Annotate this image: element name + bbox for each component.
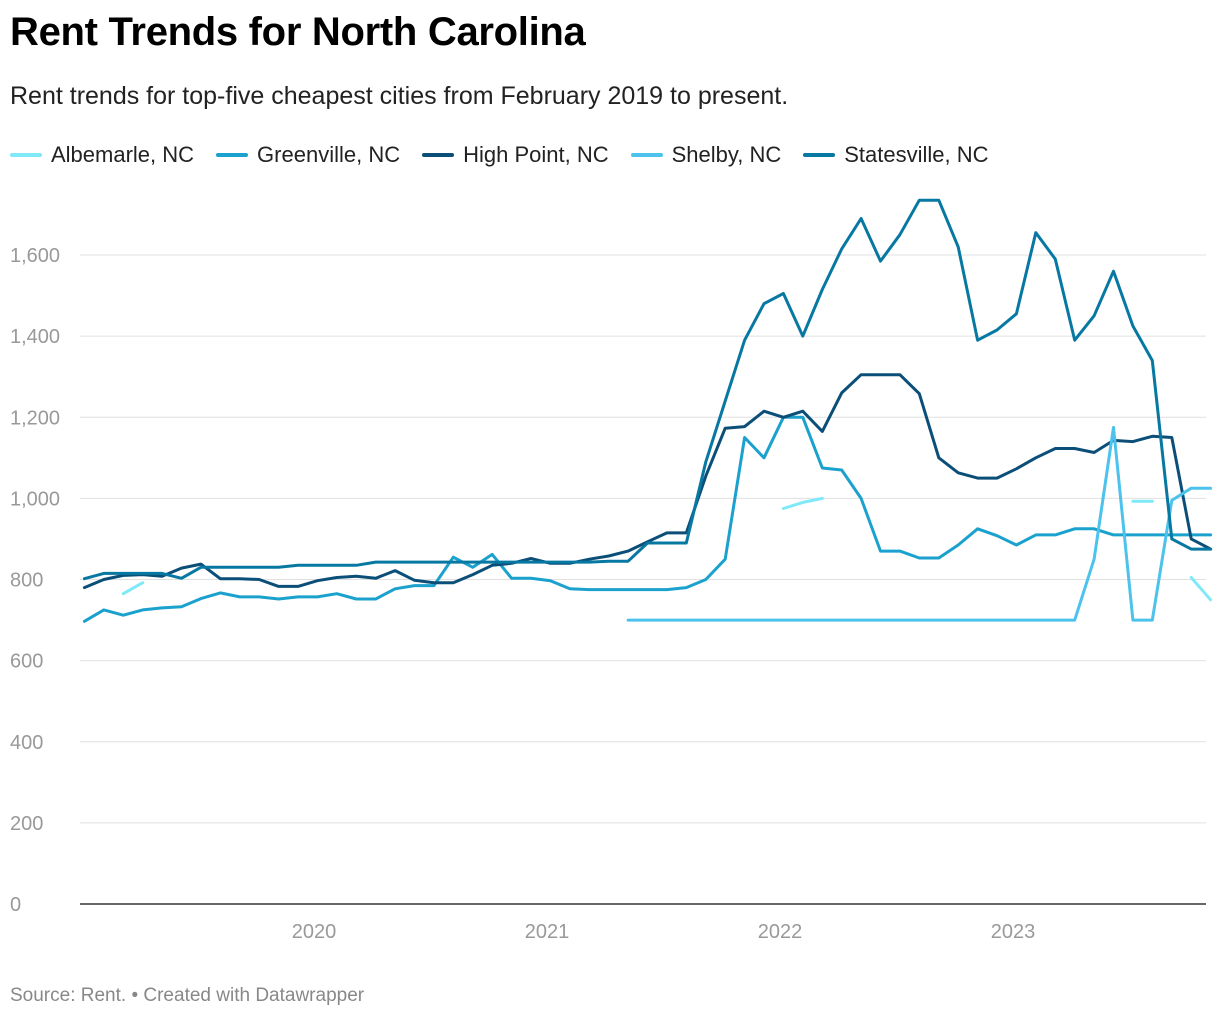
- y-tick-label: 200: [10, 813, 43, 835]
- legend-item-greenville-nc: Greenville, NC: [216, 142, 400, 168]
- series-shelby-nc: [626, 425, 1213, 622]
- series-high-point-nc: [82, 373, 1213, 590]
- x-tick-label: 2023: [991, 921, 1036, 943]
- source-footer: Source: Rent. • Created with Datawrapper: [10, 985, 365, 1006]
- series-line-albemarle-nc: [1189, 576, 1213, 602]
- y-tick-label: 1,400: [10, 326, 60, 348]
- legend-item-high-point-nc: High Point, NC: [422, 142, 609, 168]
- y-tick-label: 400: [10, 732, 43, 754]
- series-line-statesville-nc: [82, 198, 1213, 581]
- legend-label: Greenville, NC: [257, 142, 401, 167]
- legend-item-statesville-nc: Statesville, NC: [803, 142, 989, 168]
- x-tick-label: 2022: [758, 921, 803, 943]
- series-statesville-nc: [82, 198, 1213, 581]
- chart-subtitle: Rent trends for top-five cheapest cities…: [10, 82, 789, 110]
- series-albemarle-nc: [121, 496, 1213, 602]
- legend-swatch: [216, 153, 249, 157]
- y-tick-label: 0: [10, 894, 21, 916]
- series-line-albemarle-nc: [121, 581, 145, 596]
- series-line-shelby-nc: [626, 425, 1213, 622]
- legend-label: Shelby, NC: [671, 142, 782, 167]
- series-greenville-nc: [82, 415, 1213, 623]
- x-tick-label: 2020: [292, 921, 337, 943]
- legend-label: Albemarle, NC: [51, 142, 195, 167]
- y-tick-label: 800: [10, 570, 43, 592]
- series-line-high-point-nc: [82, 373, 1213, 590]
- legend-swatch: [10, 153, 42, 157]
- legend-swatch: [630, 153, 663, 157]
- y-tick-label: 600: [10, 651, 43, 673]
- y-tick-label: 1,200: [10, 407, 60, 429]
- series-line-greenville-nc: [82, 415, 1213, 623]
- y-tick-label: 1,600: [10, 245, 60, 267]
- legend-label: Statesville, NC: [844, 142, 989, 167]
- legend-item-shelby-nc: Shelby, NC: [630, 142, 782, 168]
- legend-item-albemarle-nc: Albemarle, NC: [10, 142, 194, 168]
- x-tick-label: 2021: [525, 921, 570, 943]
- legend-label: High Point, NC: [463, 142, 609, 167]
- legend: Albemarle, NC Greenville, NC High Point, N…: [10, 142, 1011, 168]
- series-line-albemarle-nc: [781, 496, 824, 510]
- legend-swatch: [803, 153, 836, 157]
- line-chart: 0 200 400 600 800 1,000 1,200 1,400 1,600 2020 202…: [10, 198, 1213, 943]
- y-tick-label: 1,000: [10, 488, 60, 510]
- legend-swatch: [422, 153, 455, 157]
- chart-title: Rent Trends for North Carolina: [10, 10, 586, 54]
